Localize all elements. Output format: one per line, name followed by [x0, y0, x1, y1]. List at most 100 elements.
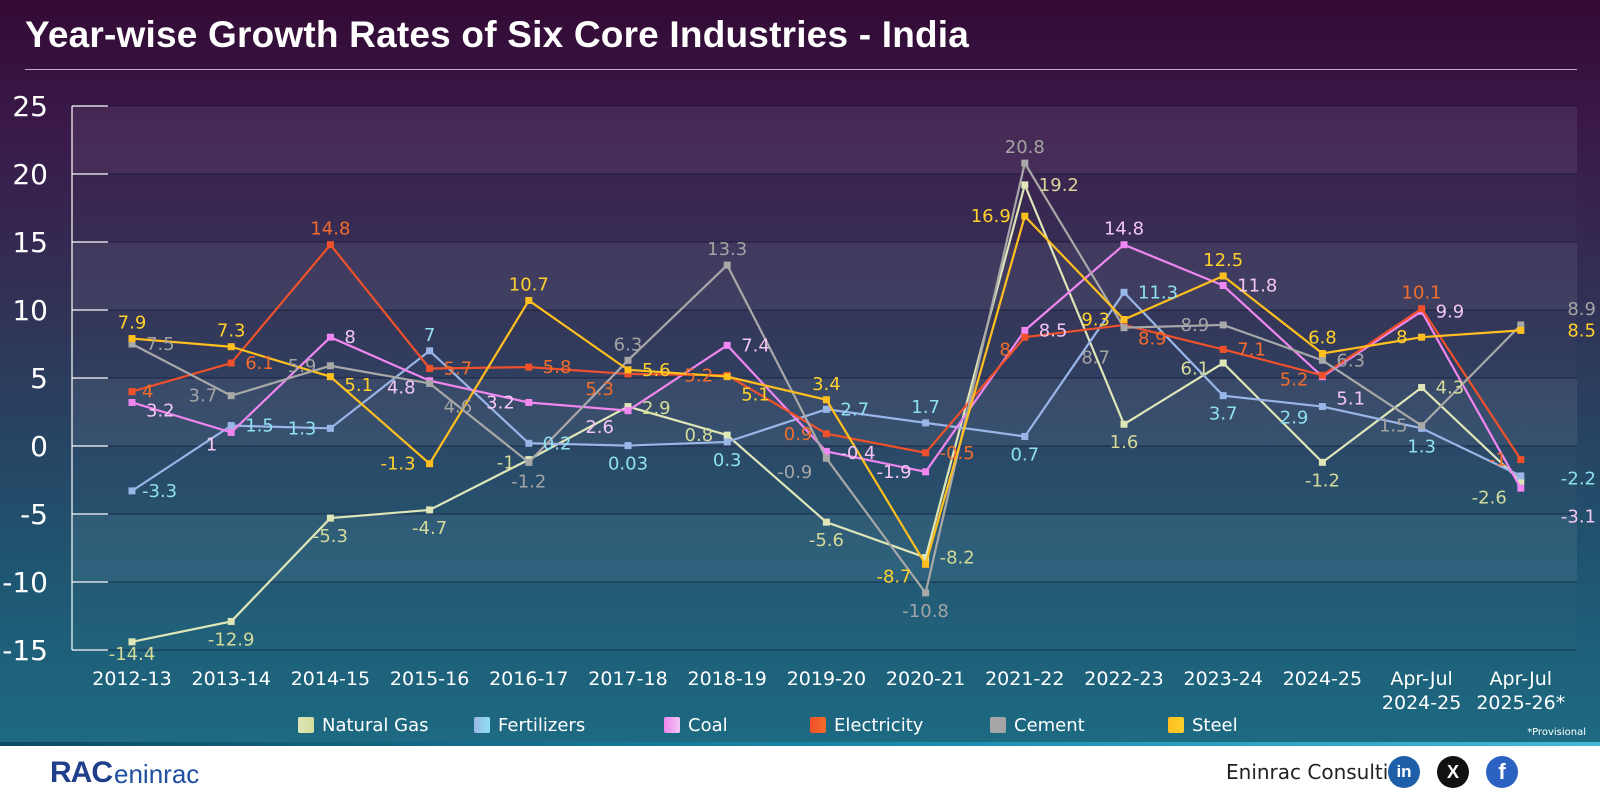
data-point: [326, 514, 334, 522]
brand-logo[interactable]: RAC eninrac: [50, 756, 199, 789]
x-tick-label: 2014-15: [291, 668, 370, 690]
data-labels: 7.97.543.2-3.3-14.47.36.13.71.51-12.914.…: [109, 137, 1596, 665]
data-point: [227, 343, 235, 351]
data-label: 7.4: [741, 335, 770, 356]
data-point: [128, 638, 136, 646]
data-label: 6.3: [614, 334, 643, 355]
data-point: [624, 442, 632, 450]
data-point: [624, 366, 632, 374]
legend-item-electricity: Electricity: [810, 712, 923, 738]
series-cement: [128, 159, 1525, 597]
data-label: 3.7: [1209, 404, 1238, 425]
x-tick-label: 2019-20: [787, 668, 866, 690]
data-label: 1: [206, 435, 217, 456]
data-point: [723, 373, 731, 381]
data-label: 3.4: [812, 374, 841, 395]
data-point: [1219, 282, 1227, 290]
x-tick-label: Apr-Jul 2025-26*: [1476, 668, 1565, 714]
data-label: -4.7: [412, 518, 447, 539]
data-label: 11.3: [1138, 282, 1178, 303]
legend-swatch: [298, 717, 314, 733]
legend-swatch: [810, 717, 826, 733]
data-point: [624, 356, 632, 364]
data-point: [525, 398, 533, 406]
data-point: [822, 430, 830, 438]
data-point: [624, 403, 632, 411]
data-label: 2.9: [642, 398, 671, 419]
footer: RAC eninrac Eninrac Consulting in X f: [0, 746, 1600, 800]
data-label: 5.7: [444, 358, 473, 379]
legend-label: Cement: [1014, 714, 1085, 736]
data-point: [128, 340, 136, 348]
x-tick-label: 2016-17: [489, 668, 568, 690]
line-chart: 25 20 15 10 5 0 -5 -10 -15 2012-13 2013-14 2014-15 2…: [12, 105, 1596, 714]
data-label: 6.1: [1181, 358, 1210, 379]
data-point: [426, 460, 434, 468]
data-point: [1318, 356, 1326, 364]
data-label: 9.3: [1081, 310, 1110, 331]
plot-band: [72, 174, 1577, 242]
data-point: [525, 439, 533, 447]
data-label: 2.6: [585, 417, 614, 438]
legend-label: Coal: [688, 714, 728, 736]
legend-item-coal: Coal: [664, 712, 728, 738]
data-label: -1: [497, 452, 515, 473]
data-point: [426, 364, 434, 372]
legend-item-natural-gas: Natural Gas: [298, 712, 428, 738]
data-label: 6.1: [245, 353, 274, 374]
data-point: [1418, 384, 1426, 392]
data-label: 3.2: [146, 401, 175, 422]
data-point: [1517, 321, 1525, 329]
x-tick-label: 2012-13: [92, 668, 171, 690]
data-point: [1021, 326, 1029, 334]
data-label: 8.9: [1567, 299, 1596, 320]
data-point: [1120, 241, 1128, 249]
data-point: [525, 363, 533, 371]
data-label: 6.8: [1308, 328, 1337, 349]
data-label: 10.7: [509, 274, 549, 295]
data-point: [723, 341, 731, 349]
data-point: [1418, 333, 1426, 341]
data-point: [525, 458, 533, 466]
logo-mark: RAC: [50, 756, 113, 789]
data-point: [1318, 403, 1326, 411]
y-tick-label: 20: [12, 158, 48, 191]
data-point: [1021, 333, 1029, 341]
data-point: [822, 447, 830, 455]
data-label: -1.3: [380, 454, 415, 475]
x-icon[interactable]: X: [1437, 756, 1469, 788]
data-label: 19.2: [1039, 175, 1079, 196]
data-point: [1418, 422, 1426, 430]
legend-item-fertilizers: Fertilizers: [474, 712, 585, 738]
data-label: -5.3: [313, 526, 348, 547]
data-point: [1318, 371, 1326, 379]
data-label: 6.3: [1336, 350, 1365, 371]
footer-accent-stripe: [0, 742, 1600, 746]
data-label: -14.4: [109, 644, 156, 665]
data-point: [624, 407, 632, 415]
data-label: 8: [1396, 327, 1407, 348]
x-tick-label: 2021-22: [985, 668, 1064, 690]
y-tick-label: 15: [12, 226, 48, 259]
data-point: [525, 296, 533, 304]
data-point: [1021, 181, 1029, 189]
plot-band: [72, 242, 1577, 310]
facebook-icon[interactable]: f: [1486, 756, 1518, 788]
data-point: [922, 560, 930, 568]
data-label: 5.3: [585, 379, 614, 400]
data-label: 5.2: [1280, 369, 1309, 390]
provisional-footnote: *Provisional: [1527, 727, 1586, 738]
data-label: 7: [424, 325, 435, 346]
data-point: [227, 392, 235, 400]
company-name: Eninrac Consulting: [1226, 760, 1414, 784]
data-point: [1219, 359, 1227, 367]
linkedin-icon[interactable]: in: [1388, 756, 1420, 788]
data-label: 2.7: [840, 399, 869, 420]
data-point: [1517, 477, 1525, 485]
data-label: -8.2: [940, 548, 975, 569]
x-tick-label: 2023-24: [1184, 668, 1263, 690]
data-point: [227, 422, 235, 430]
data-label: 9.9: [1436, 302, 1465, 323]
y-tick-label: 10: [12, 294, 48, 327]
data-label: 8.9: [1138, 329, 1167, 350]
